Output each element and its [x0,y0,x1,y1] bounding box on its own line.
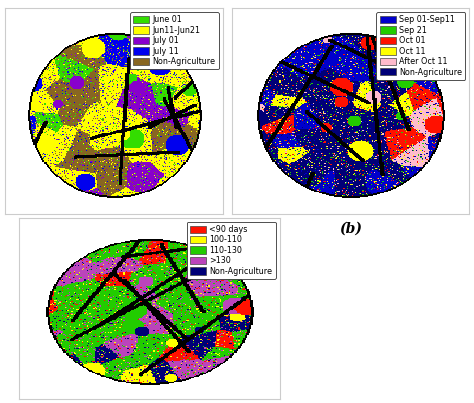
Text: (b): (b) [339,222,362,236]
Legend: <90 days, 100-110, 110-130, >130, Non-Agriculture: <90 days, 100-110, 110-130, >130, Non-Ag… [187,222,276,279]
Legend: Sep 01-Sep11, Sep 21, Oct 01, Oct 11, After Oct 11, Non-Agriculture: Sep 01-Sep11, Sep 21, Oct 01, Oct 11, Af… [376,12,465,80]
Text: (a): (a) [103,222,125,236]
Legend: June 01, Jun11-Jun21, July 01, July 11, Non-Agriculture: June 01, Jun11-Jun21, July 01, July 11, … [130,12,219,69]
